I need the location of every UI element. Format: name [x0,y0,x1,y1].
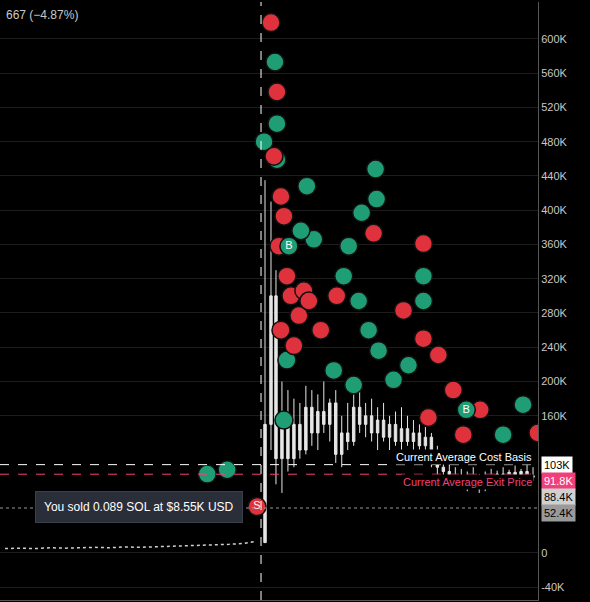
svg-text:160K: 160K [541,410,567,422]
svg-text:360K: 360K [541,238,567,250]
svg-text:280K: 280K [541,307,567,319]
svg-text:560K: 560K [541,67,567,79]
svg-text:88.4K: 88.4K [544,491,573,503]
svg-text:91.8K: 91.8K [544,475,573,487]
svg-text:520K: 520K [541,101,567,113]
svg-text:Current Average Cost Basis: Current Average Cost Basis [396,451,532,463]
svg-text:440K: 440K [541,170,567,182]
svg-text:Current Average Exit Price: Current Average Exit Price [403,476,532,488]
svg-text:400K: 400K [541,204,567,216]
svg-text:200K: 200K [541,375,567,387]
svg-text:667 (−4.87%): 667 (−4.87%) [6,8,78,22]
svg-text:B: B [285,239,292,251]
svg-text:-40K: -40K [541,581,565,593]
svg-text:52.4K: 52.4K [544,507,573,519]
svg-text:103K: 103K [544,459,570,471]
svg-text:B: B [463,403,470,415]
svg-text:320K: 320K [541,273,567,285]
svg-text:S: S [253,499,260,511]
svg-text:600K: 600K [541,33,567,45]
svg-text:0: 0 [541,547,547,559]
svg-text:240K: 240K [541,341,567,353]
svg-text:You sold 0.089 SOL at $8.55K U: You sold 0.089 SOL at $8.55K USD [44,500,234,514]
svg-text:480K: 480K [541,136,567,148]
